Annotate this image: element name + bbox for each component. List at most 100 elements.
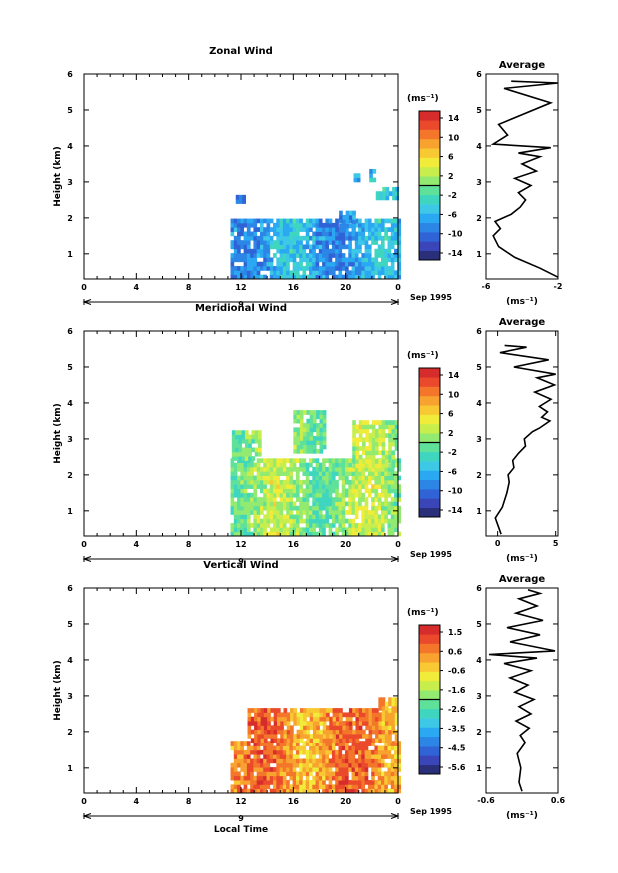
heatmap-cell [279, 514, 284, 520]
colorbar-swatch [419, 461, 440, 471]
heatmap-cell [348, 458, 352, 464]
heatmap-cell [253, 479, 258, 485]
heatmap-cell [267, 734, 271, 739]
heatmap-cell [388, 716, 392, 722]
heatmap-cell [342, 725, 347, 731]
heatmap-cell [395, 191, 400, 196]
heatmap-cell [296, 436, 301, 441]
heatmap-cell [329, 716, 333, 722]
heatmap-cell [369, 168, 373, 174]
heatmap-cell [365, 459, 369, 464]
profile-x-tick-label: 0.6 [551, 796, 566, 805]
heatmap-cell [341, 754, 346, 759]
heatmap-cell [259, 758, 264, 764]
heatmap-cell [387, 741, 392, 746]
heatmap-cell [397, 261, 402, 267]
heatmap-cell [289, 231, 294, 237]
heatmap-cell [293, 410, 297, 415]
heatmap-cell [367, 784, 372, 790]
heatmap-cell [368, 712, 373, 718]
heatmap-cell [335, 758, 339, 764]
heatmap-cell [243, 523, 248, 528]
heatmap-cell [378, 705, 383, 711]
heatmap-cell [371, 227, 375, 232]
heatmap-cell [354, 479, 359, 485]
heatmap-cell [286, 248, 290, 254]
heatmap-cell [233, 488, 238, 494]
heatmap-cell [352, 721, 356, 726]
heatmap-cell [240, 510, 245, 515]
y-tick-label: 6 [67, 327, 73, 336]
heatmap-cell [342, 227, 347, 233]
heatmap-cell [230, 270, 235, 276]
heatmap-cell [259, 475, 264, 481]
heatmap-cell [292, 501, 297, 507]
colorbar-swatch [419, 386, 440, 397]
heatmap-cell [390, 466, 395, 472]
heatmap-cell [358, 270, 362, 276]
profile-x-tick-label: -6 [482, 282, 491, 291]
heatmap-cell [299, 218, 303, 224]
heatmap-cell [345, 510, 349, 515]
heatmap-cell [276, 712, 281, 718]
heatmap-cell [230, 488, 235, 494]
heatmap-cell [299, 514, 303, 520]
heatmap-cell [312, 418, 317, 424]
heatmap-cell [380, 505, 385, 511]
heatmap-cell [355, 463, 360, 469]
heatmap-cell [296, 729, 301, 735]
heatmap-cell [394, 424, 399, 430]
heatmap-cell [289, 492, 294, 498]
heatmap-cell [273, 253, 277, 258]
heatmap-cell [251, 447, 256, 453]
heatmap-cell [269, 462, 274, 468]
heatmap-cell [253, 780, 258, 785]
heatmap-cell [279, 248, 284, 254]
heatmap-cell [374, 505, 379, 511]
colorbar-tick-label: 6 [448, 153, 454, 162]
heatmap-cell [335, 492, 339, 498]
profile-title: Average [499, 317, 546, 328]
heatmap-cell [248, 447, 252, 453]
heatmap-cell [352, 214, 356, 220]
heatmap-cell [364, 222, 369, 228]
heatmap-cell [233, 771, 238, 777]
heatmap-cell [380, 523, 385, 528]
heatmap-cell [286, 788, 290, 794]
heatmap-cell [361, 492, 366, 498]
heatmap-cell [266, 784, 271, 790]
x-tick-label: 0 [395, 283, 401, 292]
heatmap-cell [241, 438, 246, 444]
heatmap-cell [292, 466, 297, 472]
heatmap-cell [355, 725, 360, 731]
heatmap-cell [322, 257, 326, 263]
heatmap-cell [378, 738, 383, 744]
heatmap-cell [295, 531, 300, 537]
heatmap-cell [273, 721, 278, 726]
colorbar-tick-label: -6 [448, 467, 457, 476]
heatmap-cell [282, 775, 287, 781]
heatmap-cell [295, 771, 300, 777]
heatmap-cell [361, 462, 366, 468]
heatmap-cell [289, 514, 294, 520]
heatmap-cell [231, 434, 236, 440]
colorbar-swatch [419, 498, 440, 508]
heatmap-cell [260, 721, 265, 726]
heatmap-cell [315, 510, 320, 515]
heatmap-cell [263, 253, 267, 258]
heatmap-cell [374, 754, 379, 759]
heatmap-cell [276, 775, 280, 781]
heatmap-cell [394, 462, 398, 468]
heatmap-cell [289, 475, 294, 481]
heatmap-cell [390, 531, 395, 537]
heatmap-cell [348, 240, 352, 245]
heatmap-cell [384, 725, 389, 731]
heatmap-cell [341, 741, 346, 746]
heatmap-cell [351, 784, 356, 790]
heatmap-cell [246, 218, 251, 224]
heatmap-cell [391, 459, 396, 464]
heatmap-cell [250, 531, 254, 537]
heatmap-cell [371, 505, 375, 511]
heatmap-cell [342, 219, 347, 225]
heatmap-cell [371, 463, 376, 469]
